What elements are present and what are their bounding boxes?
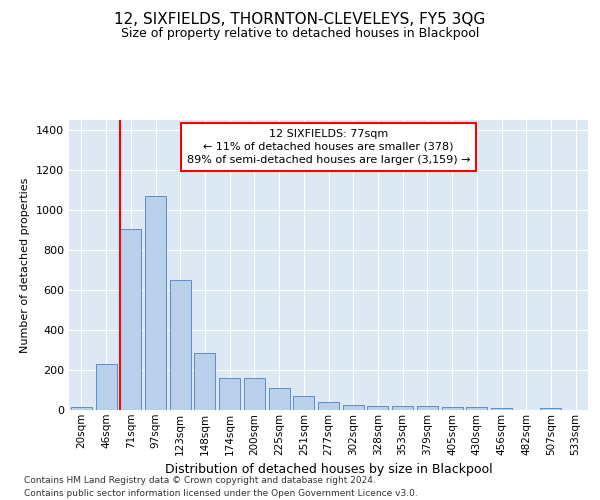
Bar <box>442 407 463 410</box>
Bar <box>392 406 413 410</box>
Bar <box>541 408 562 410</box>
Bar <box>71 407 92 410</box>
X-axis label: Distribution of detached houses by size in Blackpool: Distribution of detached houses by size … <box>164 463 493 476</box>
Text: Contains HM Land Registry data © Crown copyright and database right 2024.
Contai: Contains HM Land Registry data © Crown c… <box>24 476 418 498</box>
Bar <box>170 280 191 410</box>
Bar <box>343 405 364 410</box>
Bar <box>293 396 314 410</box>
Bar <box>194 353 215 410</box>
Bar <box>318 402 339 410</box>
Bar <box>244 378 265 410</box>
Bar <box>367 406 388 410</box>
Bar <box>95 364 116 410</box>
Bar <box>269 388 290 410</box>
Bar <box>219 378 240 410</box>
Y-axis label: Number of detached properties: Number of detached properties <box>20 178 31 352</box>
Bar <box>120 229 141 410</box>
Text: 12 SIXFIELDS: 77sqm
← 11% of detached houses are smaller (378)
89% of semi-detac: 12 SIXFIELDS: 77sqm ← 11% of detached ho… <box>187 128 470 165</box>
Text: 12, SIXFIELDS, THORNTON-CLEVELEYS, FY5 3QG: 12, SIXFIELDS, THORNTON-CLEVELEYS, FY5 3… <box>115 12 485 28</box>
Bar <box>491 408 512 410</box>
Bar <box>466 407 487 410</box>
Bar <box>417 406 438 410</box>
Bar <box>145 196 166 410</box>
Text: Size of property relative to detached houses in Blackpool: Size of property relative to detached ho… <box>121 28 479 40</box>
